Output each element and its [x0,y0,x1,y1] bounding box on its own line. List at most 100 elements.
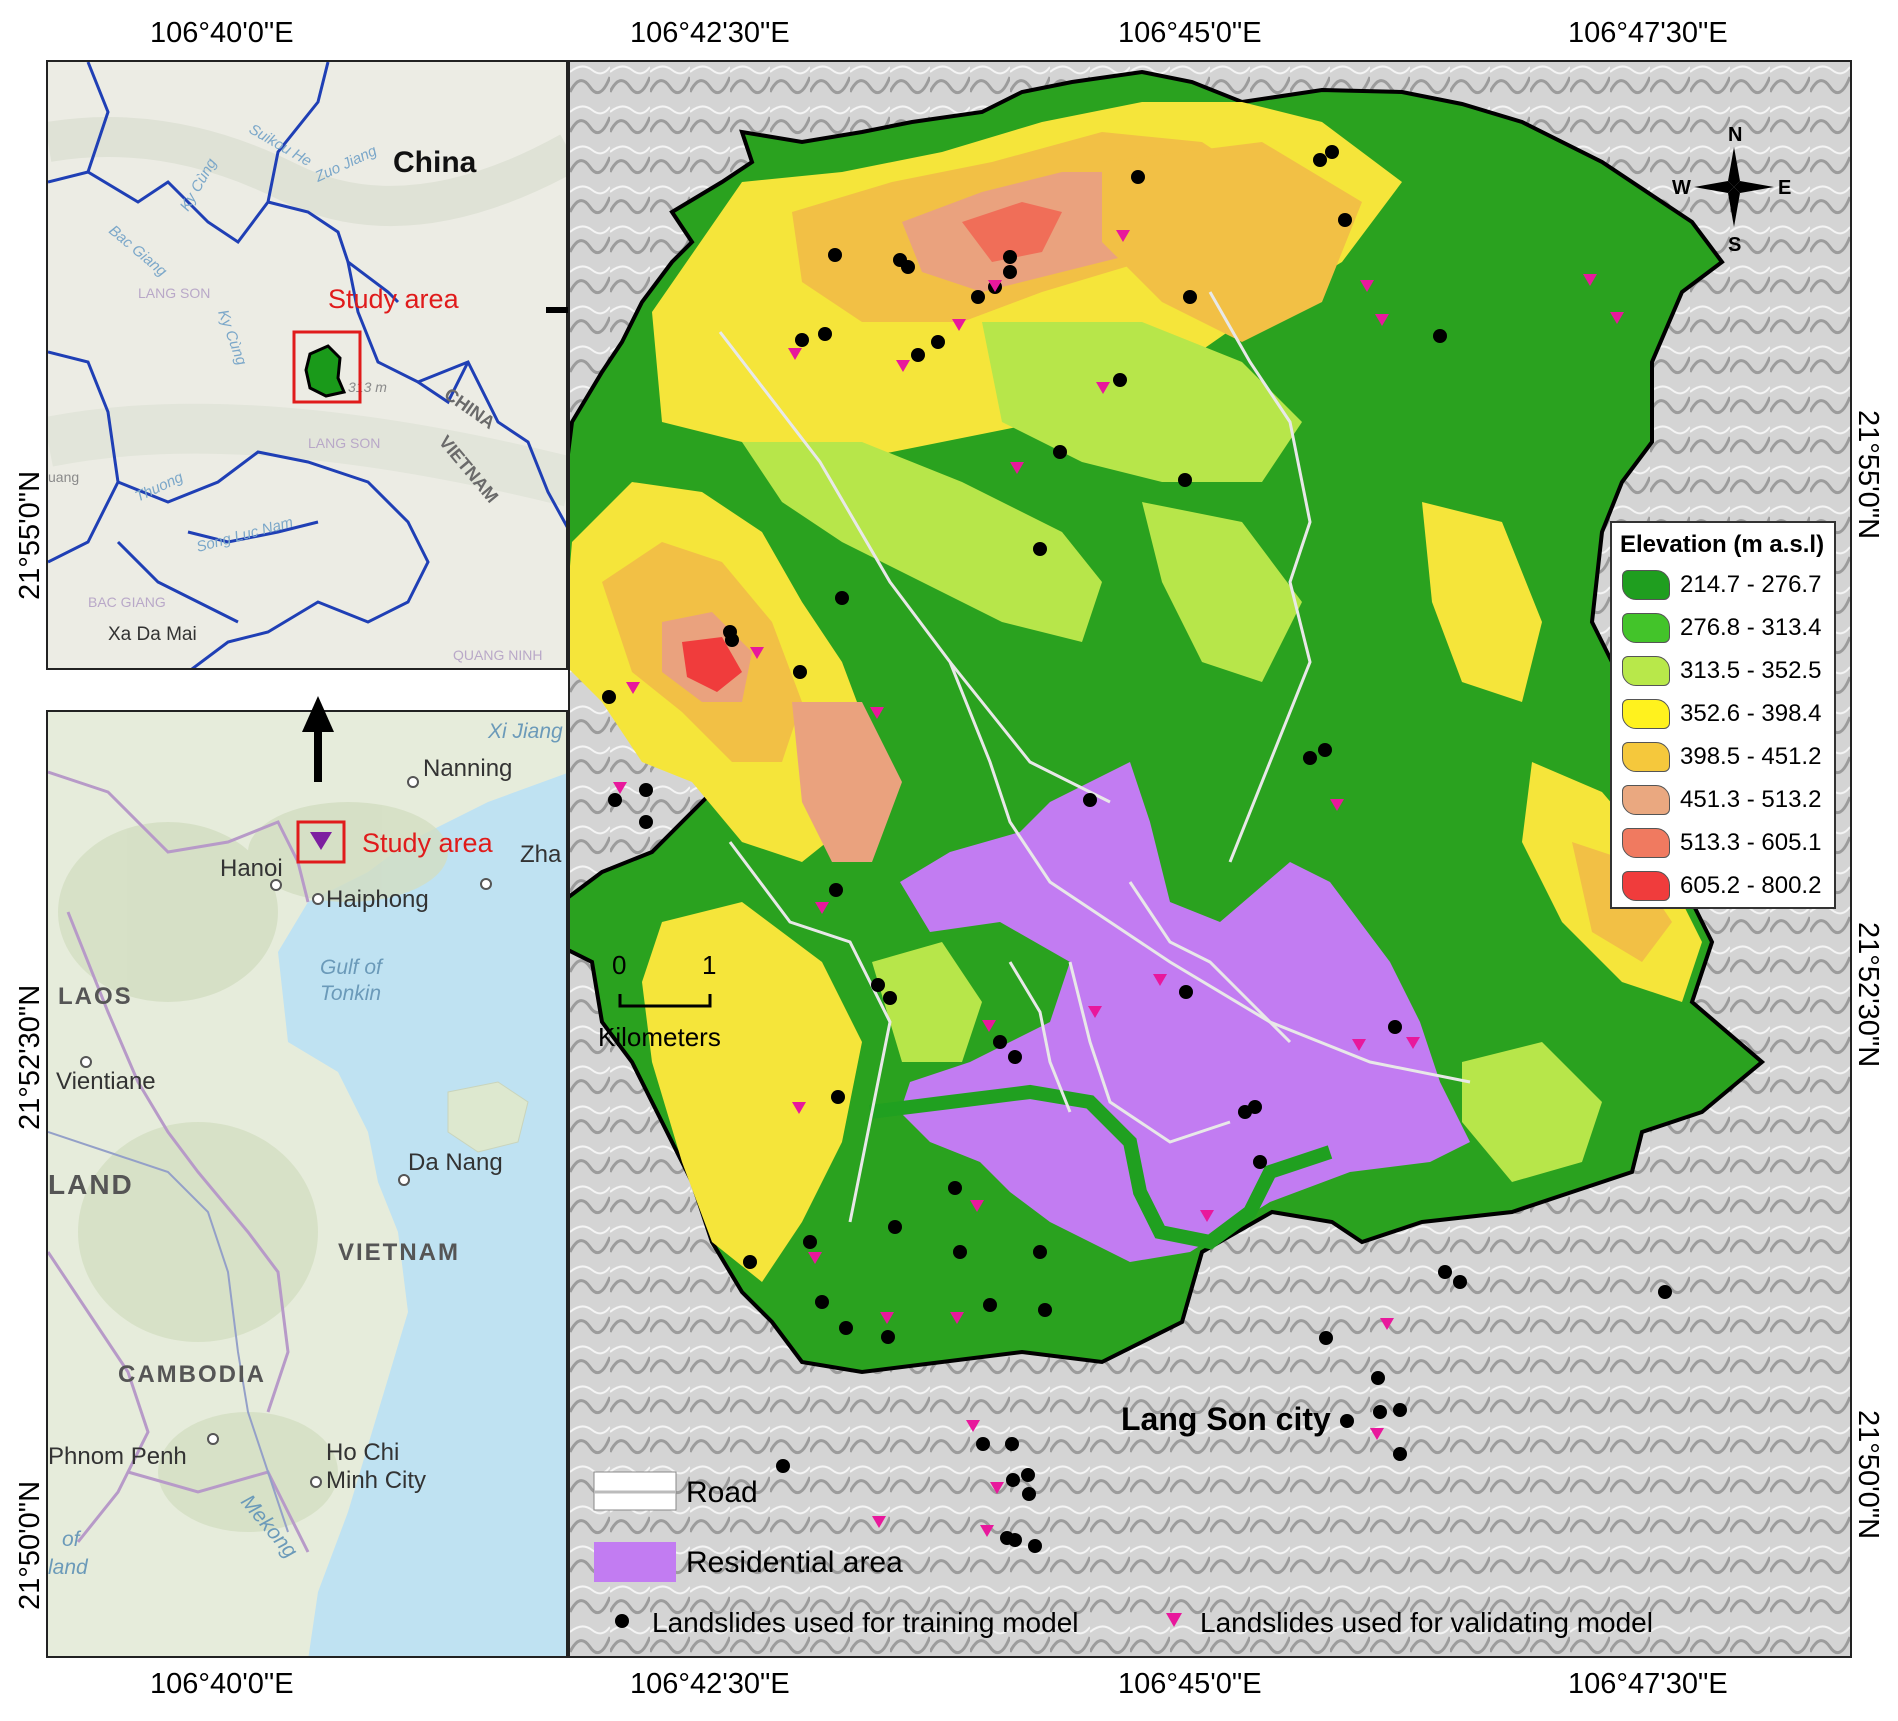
inset-country-svg: Nanning Hanoi Haiphong Zha Vientiane Da … [48,712,566,1656]
svg-text:uang: uang [48,469,79,485]
svg-text:N: N [1728,124,1742,146]
svg-text:LAOS: LAOS [58,983,133,1010]
coord-top-2: 106°42'30"E [630,17,790,49]
road-network [718,291,1471,1223]
legend-row: 451.3 - 513.2 [1612,778,1834,821]
legend-label: 513.3 - 605.1 [1680,828,1822,856]
legend-row: 398.5 - 451.2 [1612,735,1834,778]
svg-text:land: land [48,1556,89,1579]
legend-row: 605.2 - 800.2 [1612,864,1834,907]
main-map-svg: N S E W 0 1 Kilometers Lang Son city Roa… [570,62,1850,1656]
city-label: Lang Son city [1121,1401,1331,1437]
svg-text:Nanning: Nanning [423,755,512,782]
svg-text:1: 1 [702,950,716,980]
svg-text:LANG SON: LANG SON [308,435,380,451]
china-label: China [393,146,477,179]
legend-label: 313.5 - 352.5 [1680,656,1822,684]
study-area-label-top: Study area [328,284,460,314]
svg-text:Road: Road [686,1476,758,1509]
coord-top-4: 106°47'30"E [1568,17,1728,49]
legend-title: Elevation (m a.s.l) [1620,531,1825,558]
svg-text:LANG SON: LANG SON [138,285,210,301]
river-ky-cung [869,1084,1333,1250]
study-area-label-bottom: Study area [362,828,494,858]
svg-text:Ho Chi: Ho Chi [326,1439,399,1466]
elevation-legend: Elevation (m a.s.l) 214.7 - 276.7 276.8 -… [1610,521,1836,909]
svg-text:Residential area: Residential area [686,1546,903,1579]
legend-row: 513.3 - 605.1 [1612,821,1834,864]
legend-swatch [1622,741,1670,772]
svg-text:0: 0 [612,950,626,980]
legend-swatch [1622,827,1670,858]
svg-text:LAND: LAND [48,1169,134,1200]
legend-swatch [1622,870,1670,901]
svg-text:Phnom Penh: Phnom Penh [48,1443,187,1470]
training-markers [602,145,1672,1553]
main-map: N S E W 0 1 Kilometers Lang Son city Roa… [568,60,1852,1658]
coord-top-1: 106°40'0"E [150,17,294,49]
legend-row: 313.5 - 352.5 [1612,649,1834,692]
legend-row: 214.7 - 276.7 [1612,563,1834,606]
residential-area [900,762,1470,1262]
terrain-patches [58,802,448,1532]
legend-swatch [1622,698,1670,729]
inset-map-regional: Suikou He Zuo Jiang Bac Giang Ky Cùng Ky… [46,60,568,670]
legend-swatch [1622,569,1670,600]
validation-markers [613,230,1624,1537]
inset-regional-svg: Suikou He Zuo Jiang Bac Giang Ky Cùng Ky… [48,62,566,668]
svg-text:QUANG NINH: QUANG NINH [453,647,542,663]
city-markers [80,776,492,1488]
svg-text:Vientiane: Vientiane [56,1068,156,1095]
coord-bottom-1: 106°40'0"E [150,1668,294,1700]
legend-swatch [1622,612,1670,643]
study-area-box-bottom [296,820,346,864]
legend-label: 352.6 - 398.4 [1680,699,1822,727]
svg-text:Gulf of: Gulf of [320,956,384,979]
svg-text:Landslides used for validating: Landslides used for validating model [1200,1607,1653,1638]
svg-text:Xi Jiang: Xi Jiang [487,720,563,743]
scale-bar: 0 1 Kilometers [598,950,721,1052]
river-mekong [48,1131,289,1533]
legend-row: 352.6 - 398.4 [1612,692,1834,735]
study-area-box-top [292,330,362,404]
svg-text:CAMBODIA: CAMBODIA [118,1361,266,1388]
legend-label: 276.8 - 313.4 [1680,613,1822,641]
city-labels: Nanning Hanoi Haiphong Zha Vientiane Da … [48,755,562,1494]
river-lines [48,62,566,668]
svg-text:Tonkin: Tonkin [320,982,381,1005]
legend-label: 605.2 - 800.2 [1680,871,1822,899]
study-area-shape-top [304,344,347,398]
region-labels: LAOS LAND VIETNAM CAMBODIA [48,983,460,1388]
coord-bottom-3: 106°45'0"E [1118,1668,1262,1700]
legend-rows: 214.7 - 276.7 276.8 - 313.4 313.5 - 352.5 3… [1612,563,1834,907]
svg-text:Minh City: Minh City [326,1467,426,1494]
study-area-marker [310,832,332,850]
svg-text:S: S [1728,234,1741,256]
coord-bottom-2: 106°42'30"E [630,1668,790,1700]
legend-label: 398.5 - 451.2 [1680,742,1822,770]
svg-text:Haiphong: Haiphong [326,886,429,913]
legend-label: 214.7 - 276.7 [1680,570,1822,598]
svg-text:Zha: Zha [520,841,562,868]
hainan-island [447,1081,529,1153]
svg-text:BAC GIANG: BAC GIANG [88,594,166,610]
legend-swatch [1622,655,1670,686]
svg-text:of: of [62,1528,82,1551]
svg-text:Da Nang: Da Nang [408,1149,503,1176]
bottom-legend: Road Residential area Landslides used fo… [593,1471,1653,1638]
arrow-up-icon [302,696,334,732]
inset-regional-gray-labels: LANG SON LANG SON BAC GIANG QUANG NINH u… [48,285,542,663]
xa-da-mai-label: Xa Da Mai [108,624,197,645]
legend-swatch [1622,784,1670,815]
inset-map-country: Nanning Hanoi Haiphong Zha Vientiane Da … [46,710,568,1658]
svg-text:E: E [1778,177,1791,199]
coord-top-3: 106°45'0"E [1118,17,1262,49]
sea-area [278,773,566,1656]
svg-text:Landslides used for training m: Landslides used for training model [652,1607,1078,1638]
svg-text:Kilometers: Kilometers [598,1022,721,1052]
svg-text:VIETNAM: VIETNAM [338,1239,460,1266]
legend-label: 451.3 - 513.2 [1680,785,1822,813]
svg-text:W: W [1672,177,1691,199]
svg-text:Hanoi: Hanoi [220,855,283,882]
legend-row: 276.8 - 313.4 [1612,606,1834,649]
